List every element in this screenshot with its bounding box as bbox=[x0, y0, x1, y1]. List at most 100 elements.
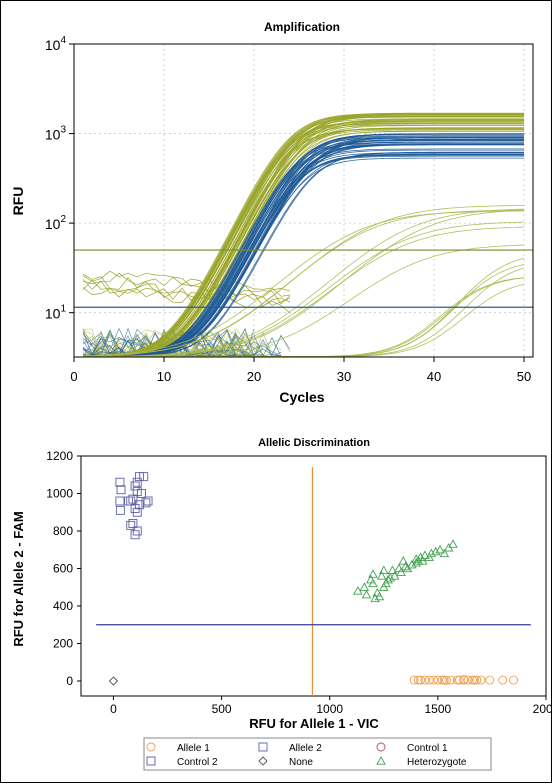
legend-box bbox=[143, 737, 492, 771]
ad-point-allele-2 bbox=[139, 472, 149, 482]
amp-xtick-label: 20 bbox=[247, 369, 261, 384]
ad-point-allele-2 bbox=[115, 496, 125, 506]
amp-curve-2 bbox=[83, 208, 525, 357]
ad-point-heterozygote bbox=[361, 589, 372, 599]
amp-xtick-label: 0 bbox=[70, 369, 77, 384]
ad-point-allele-1 bbox=[468, 675, 477, 685]
ad-point-allele-2 bbox=[126, 520, 136, 530]
amp-curve-0 bbox=[83, 122, 524, 357]
ad-ytick-label: 1000 bbox=[46, 487, 73, 501]
ad-ytick-label: 200 bbox=[53, 637, 73, 651]
ad-point-allele-2 bbox=[132, 477, 142, 487]
amp-axes: 0 10 20 30 40 50 101 102 103 104 bbox=[45, 35, 531, 384]
ad-point-allele-1 bbox=[459, 675, 469, 684]
ad-point-heterozygote bbox=[420, 550, 430, 560]
ad-xtick-label: 1500 bbox=[425, 702, 452, 716]
ad-point-heterozygote bbox=[426, 548, 437, 558]
ad-point-allele-1 bbox=[433, 675, 443, 685]
ad-y-label: RFU for Allele 2 - FAM bbox=[11, 511, 26, 646]
legend-marker-allele-1 bbox=[146, 742, 156, 752]
legend-marker-none bbox=[258, 756, 268, 766]
ad-point-allele-1 bbox=[442, 675, 451, 685]
ad-point-allele-2 bbox=[141, 498, 151, 508]
ad-point-allele-1 bbox=[409, 675, 419, 685]
ad-point-allele-1 bbox=[429, 675, 438, 685]
ad-point-heterozygote bbox=[385, 572, 396, 582]
ad-point-heterozygote bbox=[368, 578, 378, 588]
ad-point-allele-1 bbox=[413, 675, 423, 685]
ad-xtick-label: 1000 bbox=[316, 702, 343, 716]
amp-curve-0 bbox=[83, 119, 524, 357]
ad-point-heterozygote bbox=[411, 554, 421, 563]
ad-plot-area bbox=[80, 455, 547, 697]
ad-point-heterozygote bbox=[368, 569, 378, 578]
ad-point-allele-1 bbox=[470, 675, 480, 685]
ad-point-allele-1 bbox=[485, 675, 495, 685]
ad-ytick-label: 600 bbox=[53, 562, 73, 576]
ad-point-allele-2 bbox=[115, 505, 125, 515]
amp-baseline-trace bbox=[82, 272, 291, 297]
ad-point-heterozygote bbox=[370, 593, 380, 603]
ad-point-heterozygote bbox=[448, 539, 458, 548]
ad-point-allele-2 bbox=[130, 530, 140, 540]
amp-curve-3 bbox=[83, 264, 525, 357]
ad-point-heterozygote bbox=[374, 591, 385, 601]
legend-marker-allele-2 bbox=[258, 742, 268, 752]
amp-title: Amplification bbox=[264, 20, 340, 34]
amp-plot-border bbox=[73, 43, 534, 358]
ad-xtick-label: 0 bbox=[110, 702, 117, 716]
ad-point-allele-2 bbox=[116, 485, 126, 495]
ad-points bbox=[108, 472, 519, 686]
ad-point-allele-1 bbox=[472, 675, 482, 685]
amp-y-label: RFU bbox=[10, 187, 26, 216]
ad-point-allele-1 bbox=[452, 675, 462, 685]
amplification-chart: Amplification 0 10 20 30 40 50 101 102 103 104 Cy… bbox=[10, 20, 534, 405]
ad-title: Allelic Discrimination bbox=[258, 437, 370, 449]
ad-point-allele-1 bbox=[463, 675, 473, 685]
legend-label: None bbox=[289, 757, 313, 768]
amp-thresholds bbox=[74, 249, 533, 308]
ad-x-label: RFU for Allele 1 - VIC bbox=[249, 716, 379, 731]
ad-xtick-label: 500 bbox=[212, 702, 232, 716]
amp-ytick-label: 104 bbox=[45, 35, 67, 53]
legend-label: Control 1 bbox=[407, 743, 448, 754]
amp-xtick-label: 10 bbox=[157, 369, 171, 384]
ad-point-allele-1 bbox=[476, 675, 486, 685]
ad-point-heterozygote bbox=[435, 544, 445, 554]
amp-curve-1 bbox=[83, 137, 524, 357]
ad-thresholds bbox=[96, 467, 531, 696]
ad-point-allele-1 bbox=[509, 675, 519, 685]
amp-xtick-label: 30 bbox=[337, 369, 351, 384]
ad-point-allele-1 bbox=[420, 675, 430, 685]
ad-point-allele-1 bbox=[455, 675, 464, 685]
ad-point-heterozygote bbox=[359, 582, 370, 591]
ad-point-heterozygote bbox=[387, 565, 398, 575]
amp-x-label: Cycles bbox=[279, 389, 324, 405]
ad-point-heterozygote bbox=[376, 571, 387, 580]
amp-curves bbox=[82, 112, 525, 358]
ad-point-allele-1 bbox=[424, 675, 434, 685]
ad-ytick-label: 800 bbox=[53, 524, 73, 538]
ad-point-allele-1 bbox=[498, 675, 508, 685]
amp-curve-2 bbox=[82, 210, 524, 357]
legend-label: Allele 1 bbox=[177, 743, 210, 754]
legend-label: Heterozygote bbox=[407, 757, 467, 768]
amp-curve-1 bbox=[83, 144, 524, 357]
ad-point-heterozygote bbox=[379, 565, 389, 575]
ad-point-heterozygote bbox=[400, 561, 411, 571]
amp-xtick-label: 40 bbox=[427, 369, 441, 384]
legend-label: Allele 2 bbox=[289, 743, 322, 754]
legend-marker-heterozygote bbox=[376, 756, 386, 765]
ad-point-allele-2 bbox=[130, 504, 140, 513]
amp-baseline-trace bbox=[82, 273, 291, 305]
amp-ytick-label: 102 bbox=[45, 214, 67, 232]
amp-curve-0 bbox=[83, 121, 524, 357]
ad-point-allele-2 bbox=[115, 477, 125, 487]
ad-ytick-label: 400 bbox=[53, 599, 73, 613]
amp-baseline-trace bbox=[82, 278, 291, 306]
ad-ytick-label: 0 bbox=[66, 674, 73, 688]
